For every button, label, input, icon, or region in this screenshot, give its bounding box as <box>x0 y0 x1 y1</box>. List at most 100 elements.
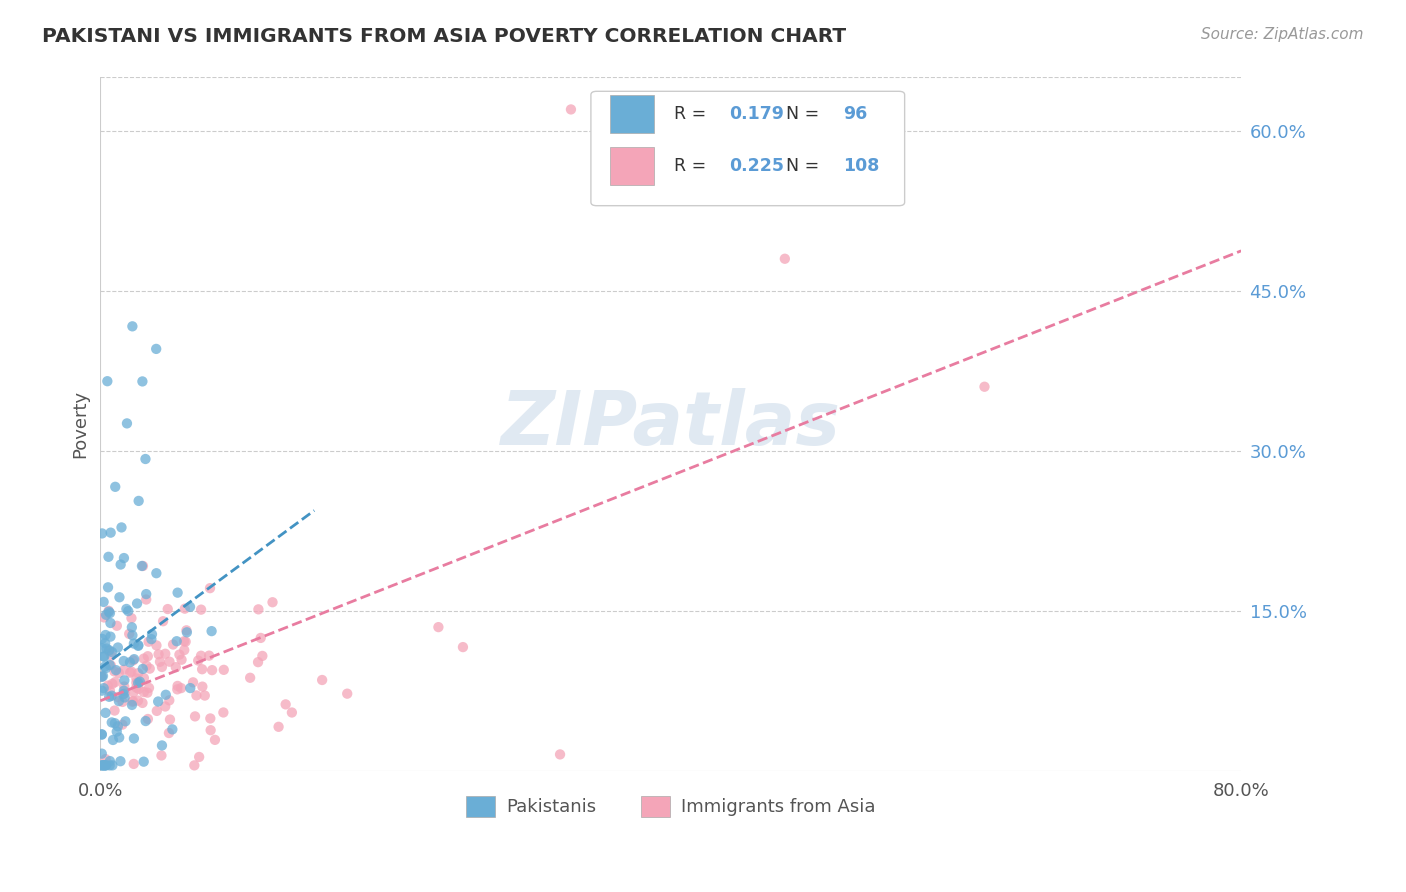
Point <box>150 748 173 763</box>
Point <box>96 641 118 656</box>
Point <box>122 636 145 650</box>
Point <box>146 704 169 718</box>
Point <box>104 716 127 731</box>
Point <box>93 595 115 609</box>
Point <box>121 628 143 642</box>
Point <box>115 602 138 616</box>
Point <box>191 680 214 694</box>
Point <box>127 638 149 652</box>
Point <box>176 624 198 638</box>
Point <box>105 724 128 739</box>
Point <box>93 610 115 624</box>
Point <box>162 723 184 737</box>
Point <box>112 551 135 566</box>
Point <box>98 758 121 772</box>
Point <box>96 374 118 388</box>
Text: N =: N = <box>786 105 825 123</box>
Point <box>169 648 191 662</box>
Point <box>281 706 304 720</box>
Point <box>336 687 359 701</box>
Point <box>93 649 115 664</box>
Point <box>98 657 121 672</box>
Point <box>145 639 167 653</box>
Point <box>141 632 163 647</box>
Point <box>90 727 112 741</box>
Y-axis label: Poverty: Poverty <box>72 390 89 458</box>
Point <box>139 662 162 676</box>
Point <box>122 653 145 667</box>
Point <box>105 619 128 633</box>
Point <box>97 679 120 693</box>
Point <box>131 559 153 574</box>
Point <box>134 452 156 467</box>
Point <box>184 709 207 723</box>
Point <box>122 652 145 666</box>
Point <box>97 605 120 619</box>
Point <box>118 655 141 669</box>
Text: Source: ZipAtlas.com: Source: ZipAtlas.com <box>1201 27 1364 42</box>
Point <box>100 525 122 540</box>
Point <box>127 693 149 707</box>
Point <box>122 731 145 746</box>
Point <box>212 706 235 720</box>
Point <box>104 480 127 494</box>
Point <box>100 630 122 644</box>
Point <box>191 662 214 676</box>
Point <box>148 648 170 662</box>
Point <box>91 641 114 656</box>
Point <box>548 747 571 762</box>
Point <box>155 699 177 714</box>
Point <box>90 670 112 684</box>
Point <box>145 566 167 581</box>
Point <box>173 634 195 648</box>
Point <box>121 319 143 334</box>
Point <box>94 661 117 675</box>
Point <box>247 602 270 616</box>
Point <box>267 720 290 734</box>
Point <box>132 671 155 685</box>
Point <box>135 658 157 673</box>
Point <box>311 673 333 687</box>
Point <box>150 660 173 674</box>
Point <box>451 640 474 654</box>
Point <box>90 728 112 742</box>
Point <box>152 614 174 628</box>
Point <box>120 665 142 680</box>
Point <box>200 723 222 738</box>
Point <box>94 628 117 642</box>
Point <box>114 686 136 700</box>
Point <box>101 758 124 772</box>
Point <box>118 627 141 641</box>
Point <box>127 639 149 653</box>
Text: 0.179: 0.179 <box>728 105 783 123</box>
Point <box>135 592 157 607</box>
Point <box>114 714 136 729</box>
Point <box>138 681 160 695</box>
Point <box>93 649 115 664</box>
Point <box>200 624 222 639</box>
Point <box>149 655 172 669</box>
Point <box>100 658 122 673</box>
Point <box>132 558 155 573</box>
Point <box>176 625 198 640</box>
Point <box>121 620 143 634</box>
Point <box>194 689 217 703</box>
Point <box>112 680 135 694</box>
Point <box>93 659 115 673</box>
Point <box>90 747 112 761</box>
Point <box>125 672 148 686</box>
Point <box>97 549 120 564</box>
Point <box>107 690 129 704</box>
Point <box>198 648 221 663</box>
Point <box>773 252 796 266</box>
FancyBboxPatch shape <box>610 147 654 185</box>
Point <box>136 712 159 726</box>
Point <box>98 606 121 620</box>
Text: N =: N = <box>786 157 825 175</box>
Point <box>252 648 274 663</box>
Point <box>136 649 159 664</box>
Point <box>157 726 180 740</box>
Point <box>90 758 112 772</box>
Point <box>132 755 155 769</box>
Point <box>93 758 115 772</box>
